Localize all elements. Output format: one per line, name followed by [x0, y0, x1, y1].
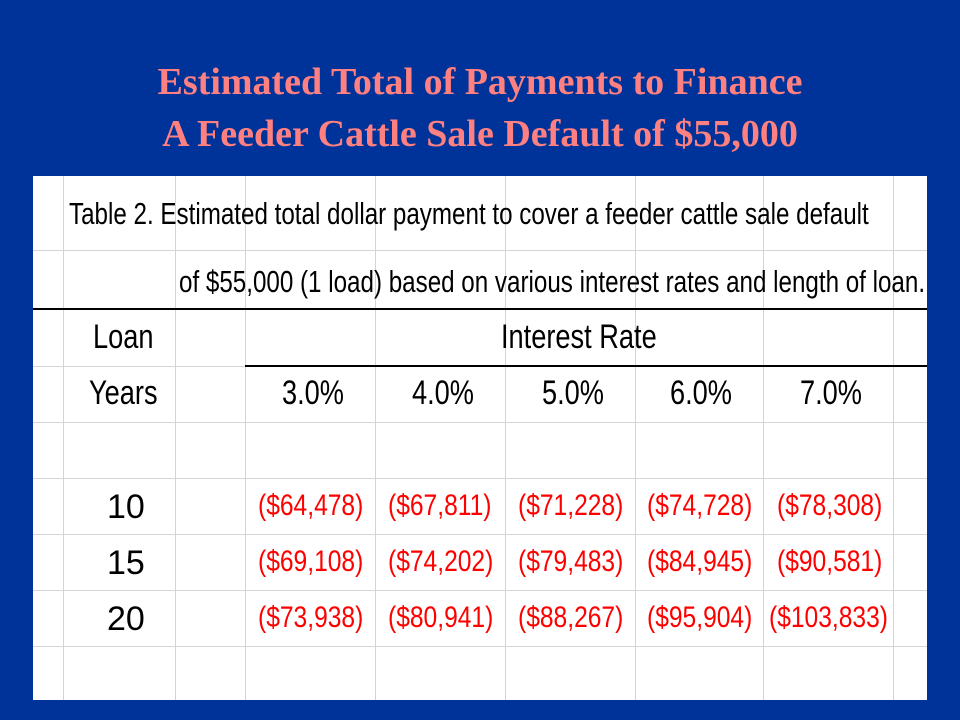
payment-cell: ($73,938) — [258, 601, 364, 634]
slide-title-line-1: Estimated Total of Payments to Finance — [157, 61, 803, 103]
row-years: 10 — [107, 488, 145, 526]
rate-header: 6.0% — [670, 374, 732, 412]
rate-header: 4.0% — [412, 374, 474, 412]
payment-cell: ($95,904) — [647, 601, 753, 634]
gridline — [33, 422, 927, 423]
gridline — [63, 176, 64, 700]
gridline — [893, 176, 894, 700]
table-caption-line-2: of $55,000 (1 load) based on various int… — [179, 264, 926, 299]
gridline — [635, 176, 636, 700]
payment-cell: ($74,202) — [388, 545, 494, 578]
gridline — [505, 176, 506, 700]
payment-cell: ($74,728) — [647, 489, 753, 522]
slide-title-line-2: A Feeder Cattle Sale Default of $55,000 — [162, 113, 798, 155]
interest-rate-underline — [245, 365, 927, 367]
gridline — [33, 534, 927, 535]
payment-cell: ($90,581) — [777, 545, 883, 578]
payment-cell: ($71,228) — [518, 489, 624, 522]
row-years: 20 — [107, 600, 145, 638]
slide-title: Estimated Total of Payments to Finance A… — [0, 56, 960, 160]
gridline — [33, 478, 927, 479]
gridline — [175, 176, 176, 700]
gridline — [33, 590, 927, 591]
gridline — [763, 176, 764, 700]
header-years: Years — [89, 374, 158, 412]
gridline — [375, 176, 376, 700]
table-top-rule — [33, 308, 927, 310]
payment-cell: ($88,267) — [518, 601, 624, 634]
payment-cell: ($79,483) — [518, 545, 624, 578]
gridline — [245, 176, 246, 700]
gridline — [33, 646, 927, 647]
gridline — [33, 250, 927, 251]
rate-header: 7.0% — [800, 374, 862, 412]
header-interest-rate: Interest Rate — [501, 318, 657, 356]
table-caption-line-1: Table 2. Estimated total dollar payment … — [69, 196, 869, 231]
header-loan: Loan — [93, 318, 154, 356]
payment-cell: ($80,941) — [388, 601, 494, 634]
payment-cell: ($64,478) — [258, 489, 364, 522]
payment-cell: ($84,945) — [647, 545, 753, 578]
payment-cell: ($69,108) — [258, 545, 364, 578]
payment-cell: ($78,308) — [777, 489, 883, 522]
rate-header: 3.0% — [282, 374, 344, 412]
payment-cell: ($67,811) — [388, 489, 492, 522]
rate-header: 5.0% — [542, 374, 604, 412]
spreadsheet-table: Table 2. Estimated total dollar payment … — [33, 176, 927, 700]
payment-cell: ($103,833) — [769, 601, 888, 634]
row-years: 15 — [107, 544, 145, 582]
